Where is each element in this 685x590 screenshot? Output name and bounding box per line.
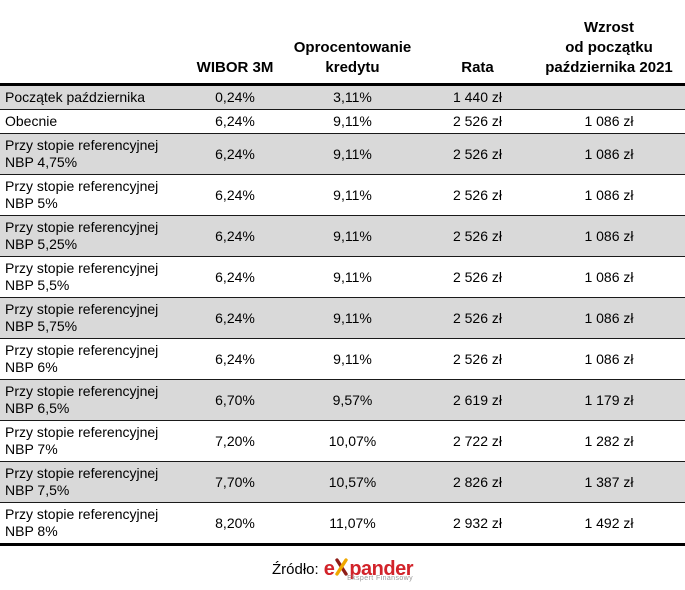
wibor-value: 6,24% [215, 113, 255, 129]
wzrost-value: 1 492 zł [584, 514, 634, 531]
wzrost-value: 1 086 zł [584, 268, 634, 285]
wibor-value: 6,24% [215, 309, 255, 326]
rata-value: 1 440 zł [452, 89, 503, 105]
table-row: Przy stopie referencyjnej NBP 7,5% 7,70%… [0, 462, 685, 503]
oprocentowanie-value: 3,11% [333, 89, 372, 105]
logo-text-e: e [323, 558, 335, 580]
table-row: Przy stopie referencyjnej NBP 7% 7,20% 1… [0, 421, 685, 462]
table-row: Początek października 0,24% 3,11% 1 440 … [0, 86, 685, 110]
wibor-value: 6,24% [215, 268, 255, 285]
table-row: Przy stopie referencyjnej NBP 5,25% 6,24… [0, 216, 685, 257]
column-header-oprocentowanie: Oprocentowanie kredytu [293, 39, 412, 76]
column-header-wibor: WIBOR 3M [196, 59, 274, 76]
row-label: Przy stopie referencyjnej NBP 5% [5, 178, 159, 211]
rata-value: 2 526 zł [452, 309, 503, 326]
wibor-value: 8,20% [215, 514, 255, 531]
rata-value: 2 826 zł [452, 473, 503, 490]
wzrost-value: 1 179 zł [584, 391, 634, 408]
column-header-rata: Rata [461, 59, 494, 76]
table-row: Przy stopie referencyjnej NBP 5,75% 6,24… [0, 298, 685, 339]
wzrost-value: 1 086 zł [584, 113, 634, 129]
table-row: Obecnie 6,24% 9,11% 2 526 zł 1 086 zł [0, 110, 685, 134]
rata-value: 2 722 zł [452, 432, 503, 449]
column-header-wzrost: Wzrost od początku października 2021 [545, 19, 673, 76]
row-label: Obecnie [5, 113, 58, 129]
rata-value: 2 526 zł [452, 227, 503, 244]
oprocentowanie-value: 10,07% [328, 432, 377, 449]
wzrost-value: 1 086 zł [584, 145, 634, 162]
table-row: Przy stopie referencyjnej NBP 6,5% 6,70%… [0, 380, 685, 421]
logo-text-pander: pander [349, 558, 413, 580]
wibor-value: 6,24% [215, 145, 255, 162]
wzrost-value: 1 086 zł [584, 227, 634, 244]
rata-value: 2 932 zł [452, 514, 503, 531]
row-label: Przy stopie referencyjnej NBP 5,25% [5, 219, 159, 252]
row-label: Przy stopie referencyjnej NBP 6% [5, 342, 159, 375]
table-header-row: WIBOR 3M Oprocentowanie kredytu Rata Wzr… [0, 0, 685, 86]
rata-value: 2 526 zł [452, 145, 503, 162]
oprocentowanie-value: 9,11% [333, 268, 372, 285]
row-label: Przy stopie referencyjnej NBP 4,75% [5, 137, 159, 170]
wzrost-value: 1 282 zł [584, 432, 634, 449]
rata-value: 2 526 zł [452, 113, 503, 129]
table-row: Przy stopie referencyjnej NBP 5,5% 6,24%… [0, 257, 685, 298]
wibor-value: 6,24% [215, 350, 255, 367]
table-row: Przy stopie referencyjnej NBP 4,75% 6,24… [0, 134, 685, 175]
oprocentowanie-value: 9,11% [333, 186, 372, 203]
footer: Źródło: e pander Ekspert Finansowy [0, 546, 685, 590]
oprocentowanie-value: 9,11% [333, 309, 372, 326]
row-label: Początek października [5, 89, 146, 105]
source-label: Źródło: [272, 560, 319, 578]
rata-value: 2 619 zł [452, 391, 503, 408]
oprocentowanie-value: 9,11% [333, 227, 372, 244]
wibor-value: 7,70% [215, 473, 255, 490]
wibor-value: 7,20% [215, 432, 255, 449]
wibor-value: 0,24% [215, 89, 255, 105]
row-label: Przy stopie referencyjnej NBP 7,5% [5, 465, 159, 498]
wibor-value: 6,24% [215, 227, 255, 244]
table-row: Przy stopie referencyjnej NBP 6% 6,24% 9… [0, 339, 685, 380]
rata-value: 2 526 zł [452, 186, 503, 203]
wibor-value: 6,70% [215, 391, 255, 408]
oprocentowanie-value: 11,07% [329, 514, 376, 531]
row-label: Przy stopie referencyjnej NBP 7% [5, 424, 159, 457]
table-row: Przy stopie referencyjnej NBP 5% 6,24% 9… [0, 175, 685, 216]
oprocentowanie-value: 9,11% [333, 145, 372, 162]
wzrost-value: 1 387 zł [584, 473, 634, 490]
wzrost-value: 1 086 zł [584, 350, 634, 367]
logo-tagline: Ekspert Finansowy [347, 575, 413, 582]
wzrost-value: 1 086 zł [584, 309, 634, 326]
row-label: Przy stopie referencyjnej NBP 6,5% [5, 383, 159, 416]
oprocentowanie-value: 10,57% [328, 473, 377, 490]
expander-logo: e pander Ekspert Finansowy [323, 558, 413, 582]
oprocentowanie-value: 9,57% [332, 391, 373, 408]
table-body: Początek października 0,24% 3,11% 1 440 … [0, 86, 685, 546]
oprocentowanie-value: 9,11% [333, 350, 372, 367]
table-row: Przy stopie referencyjnej NBP 8% 8,20% 1… [0, 503, 685, 546]
row-label: Przy stopie referencyjnej NBP 5,75% [5, 301, 159, 334]
wzrost-value: 1 086 zł [584, 186, 634, 203]
oprocentowanie-value: 9,11% [333, 113, 372, 129]
rata-value: 2 526 zł [452, 268, 503, 285]
wibor-value: 6,24% [215, 186, 255, 203]
row-label: Przy stopie referencyjnej NBP 5,5% [5, 260, 159, 293]
logo-x-icon [335, 558, 349, 580]
rata-value: 2 526 zł [452, 350, 503, 367]
row-label: Przy stopie referencyjnej NBP 8% [5, 506, 159, 539]
